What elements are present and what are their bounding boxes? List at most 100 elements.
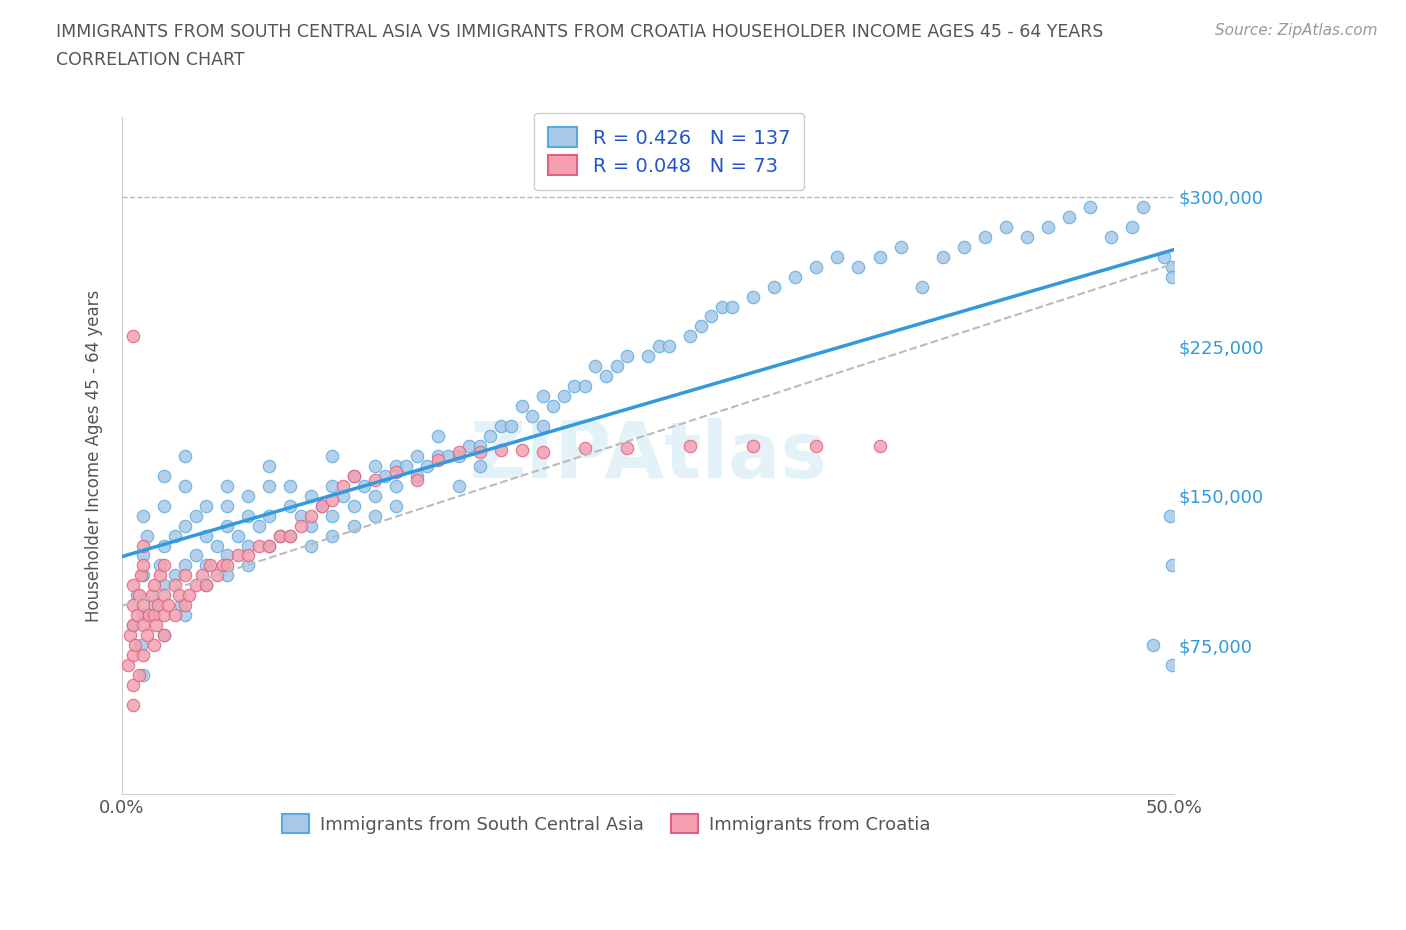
- Point: [184, 508, 207, 523]
- Point: [195, 528, 218, 543]
- Point: [721, 299, 744, 314]
- Point: [1142, 638, 1164, 653]
- Point: [574, 441, 596, 456]
- Point: [785, 269, 807, 284]
- Y-axis label: Householder Income Ages 45 - 64 years: Householder Income Ages 45 - 64 years: [86, 290, 103, 622]
- Point: [374, 469, 396, 484]
- Point: [163, 568, 186, 583]
- Point: [679, 438, 702, 453]
- Point: [128, 668, 150, 683]
- Point: [153, 578, 176, 592]
- Point: [145, 618, 167, 632]
- Point: [153, 558, 176, 573]
- Point: [973, 230, 995, 245]
- Point: [605, 359, 627, 374]
- Point: [142, 608, 165, 623]
- Point: [121, 618, 143, 632]
- Point: [510, 443, 533, 458]
- Point: [574, 379, 596, 393]
- Point: [217, 568, 239, 583]
- Point: [280, 528, 302, 543]
- Point: [132, 618, 155, 632]
- Point: [226, 528, 249, 543]
- Point: [163, 578, 186, 592]
- Point: [132, 608, 155, 623]
- Point: [117, 658, 139, 672]
- Point: [405, 469, 427, 484]
- Point: [689, 319, 711, 334]
- Point: [280, 528, 302, 543]
- Point: [679, 329, 702, 344]
- Point: [259, 458, 281, 473]
- Point: [191, 568, 214, 583]
- Point: [238, 508, 260, 523]
- Point: [132, 508, 155, 523]
- Point: [238, 538, 260, 553]
- Point: [342, 518, 364, 533]
- Point: [121, 698, 143, 712]
- Point: [458, 438, 481, 453]
- Point: [848, 259, 870, 274]
- Point: [742, 438, 765, 453]
- Point: [405, 472, 427, 487]
- Point: [238, 558, 260, 573]
- Point: [742, 289, 765, 304]
- Point: [531, 418, 554, 433]
- Point: [395, 458, 418, 473]
- Point: [153, 469, 176, 484]
- Point: [1161, 558, 1184, 573]
- Point: [132, 647, 155, 662]
- Point: [510, 399, 533, 414]
- Point: [994, 219, 1017, 234]
- Point: [1078, 200, 1101, 215]
- Point: [179, 588, 201, 603]
- Point: [531, 389, 554, 404]
- Point: [170, 598, 193, 613]
- Point: [121, 578, 143, 592]
- Point: [869, 249, 891, 264]
- Point: [121, 647, 143, 662]
- Point: [363, 472, 385, 487]
- Point: [332, 488, 354, 503]
- Point: [125, 588, 148, 603]
- Point: [121, 598, 143, 613]
- Point: [321, 478, 343, 493]
- Point: [311, 498, 333, 513]
- Point: [132, 568, 155, 583]
- Point: [212, 558, 235, 573]
- Point: [153, 588, 176, 603]
- Point: [479, 429, 502, 444]
- Point: [124, 638, 146, 653]
- Point: [342, 498, 364, 513]
- Point: [384, 458, 406, 473]
- Point: [205, 538, 228, 553]
- Point: [200, 558, 222, 573]
- Point: [247, 538, 270, 553]
- Point: [564, 379, 586, 393]
- Point: [1036, 219, 1059, 234]
- Point: [468, 438, 491, 453]
- Point: [195, 498, 218, 513]
- Point: [132, 668, 155, 683]
- Point: [142, 638, 165, 653]
- Point: [384, 464, 406, 479]
- Point: [195, 578, 218, 592]
- Point: [153, 628, 176, 643]
- Point: [217, 548, 239, 563]
- Point: [280, 478, 302, 493]
- Point: [890, 239, 912, 254]
- Point: [142, 578, 165, 592]
- Point: [142, 598, 165, 613]
- Point: [1161, 658, 1184, 672]
- Point: [647, 339, 669, 353]
- Point: [217, 518, 239, 533]
- Point: [136, 528, 159, 543]
- Point: [129, 638, 152, 653]
- Point: [468, 458, 491, 473]
- Point: [637, 349, 659, 364]
- Point: [405, 448, 427, 463]
- Point: [141, 588, 163, 603]
- Point: [195, 578, 218, 592]
- Point: [128, 588, 150, 603]
- Point: [489, 418, 512, 433]
